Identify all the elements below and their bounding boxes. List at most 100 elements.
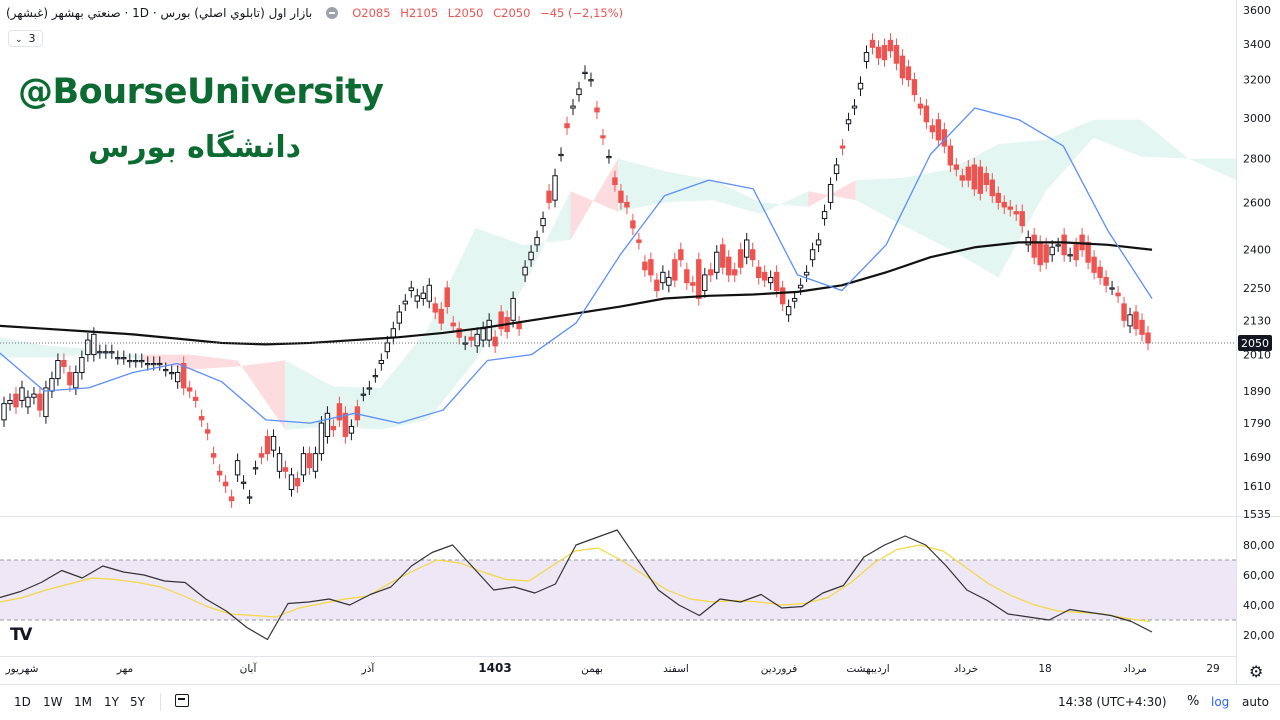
candle-body	[204, 429, 211, 434]
open-value: O2085	[352, 6, 391, 20]
candle-body	[887, 39, 894, 52]
candle-body	[1001, 201, 1007, 208]
candle-body	[384, 342, 391, 353]
timeframe-1w[interactable]: 1W	[43, 695, 63, 709]
last-price-label: 2050	[1241, 337, 1269, 350]
eye-icon[interactable]	[326, 7, 339, 19]
timeframe-1y[interactable]: 1Y	[104, 695, 119, 709]
candle-body	[744, 239, 750, 258]
settings-gear-icon[interactable]: ⚙	[1249, 662, 1264, 681]
candle-body	[995, 192, 1001, 203]
candle-body	[198, 416, 205, 421]
time-axis-label: 1403	[478, 661, 511, 675]
candle-body	[25, 396, 31, 408]
candle-body	[31, 393, 37, 398]
chart-legend: بازار اول (تابلوي اصلي) بورس · 1D · صنعت…	[6, 6, 629, 20]
candle-body	[480, 328, 486, 341]
change-value: −45 (−2,15%)	[540, 6, 624, 20]
candle-body	[372, 375, 379, 378]
candle-body	[1109, 287, 1115, 290]
percent-scale-toggle[interactable]: %	[1187, 694, 1200, 709]
timezone-clock[interactable]: 14:38 (UTC+4:30)	[1058, 695, 1167, 709]
candle-body	[582, 71, 588, 74]
candle-body	[468, 336, 474, 341]
candle-body	[97, 351, 103, 354]
price-axis-tick: 1890	[1243, 385, 1271, 398]
candle-body	[893, 45, 900, 64]
timeframe-1d[interactable]: 1D	[14, 695, 31, 709]
candle-body	[1043, 244, 1049, 263]
candle-body	[103, 351, 109, 354]
candle-body	[55, 360, 61, 380]
high-value: H2105	[400, 6, 439, 20]
candle-body	[977, 166, 984, 194]
candle-body	[869, 39, 876, 48]
candle-body	[222, 481, 229, 487]
candle-body	[618, 190, 624, 203]
time-axis-label: خرداد	[954, 663, 979, 675]
log-scale-toggle[interactable]: log	[1211, 695, 1230, 709]
candle-body	[959, 175, 966, 181]
calendar-icon[interactable]	[175, 694, 189, 707]
candle-body	[672, 259, 678, 281]
candle-body	[378, 360, 385, 364]
price-axis-tick: 2400	[1243, 244, 1271, 257]
candle-body	[1085, 241, 1091, 263]
candle-body	[420, 292, 426, 300]
candle-body	[1031, 234, 1037, 258]
symbol-title[interactable]: بازار اول (تابلوي اصلي) بورس · 1D · صنعت…	[6, 6, 313, 20]
price-axis-tick: 3200	[1243, 74, 1271, 87]
candle-body	[522, 266, 528, 276]
timeframe-1m[interactable]: 1M	[74, 695, 92, 709]
candle-body	[594, 107, 600, 113]
candle-body	[1073, 244, 1079, 261]
candle-body	[1127, 314, 1133, 327]
candle-body	[432, 303, 438, 313]
ichimoku-cloud	[142, 354, 286, 430]
auto-scale-toggle[interactable]: auto	[1242, 695, 1270, 709]
indicators-collapse-button[interactable]: ⌄ 3	[8, 30, 43, 47]
candle-body	[43, 387, 49, 418]
candle-body	[456, 328, 462, 338]
candle-body	[1055, 244, 1061, 247]
candle-body	[258, 453, 265, 458]
candle-body	[37, 393, 43, 411]
candle-body	[839, 145, 846, 149]
candle-body	[79, 357, 85, 374]
candle-body	[180, 362, 187, 389]
candle-body	[288, 474, 295, 490]
candle-body	[234, 460, 241, 476]
price-axis-tick: 1690	[1243, 451, 1271, 464]
candle-body	[630, 220, 636, 229]
candle-body	[612, 177, 618, 185]
ichimoku-cloud	[570, 158, 618, 240]
candle-body	[761, 271, 768, 281]
time-axis-label: 29	[1206, 663, 1219, 675]
tradingview-logo-icon[interactable]: T V	[10, 625, 32, 645]
candle-body	[1103, 276, 1109, 286]
ichimoku-cloud	[285, 191, 571, 430]
candle-body	[983, 173, 989, 185]
rsi-axis-tick: 20,00	[1243, 629, 1275, 642]
candle-body	[923, 105, 930, 123]
candle-body	[773, 271, 780, 292]
candle-body	[708, 269, 714, 276]
candle-body	[210, 453, 217, 458]
price-axis-tick: 2010	[1243, 349, 1271, 362]
candle-body	[121, 357, 127, 360]
candle-body	[151, 362, 157, 366]
candle-body	[797, 284, 804, 289]
candle-body	[1049, 246, 1055, 256]
candle-body	[863, 52, 870, 62]
candle-body	[240, 481, 247, 484]
price-axis-tick: 1610	[1243, 480, 1271, 493]
rsi-axis-tick: 40,00	[1243, 599, 1275, 612]
candle-body	[1, 403, 7, 421]
candle-body	[444, 287, 450, 308]
timeframe-5y[interactable]: 5Y	[130, 695, 145, 709]
rsi-ma-line	[0, 544, 1151, 623]
candle-body	[684, 269, 690, 284]
rsi-line	[0, 529, 1153, 641]
rsi-band	[0, 560, 1236, 620]
